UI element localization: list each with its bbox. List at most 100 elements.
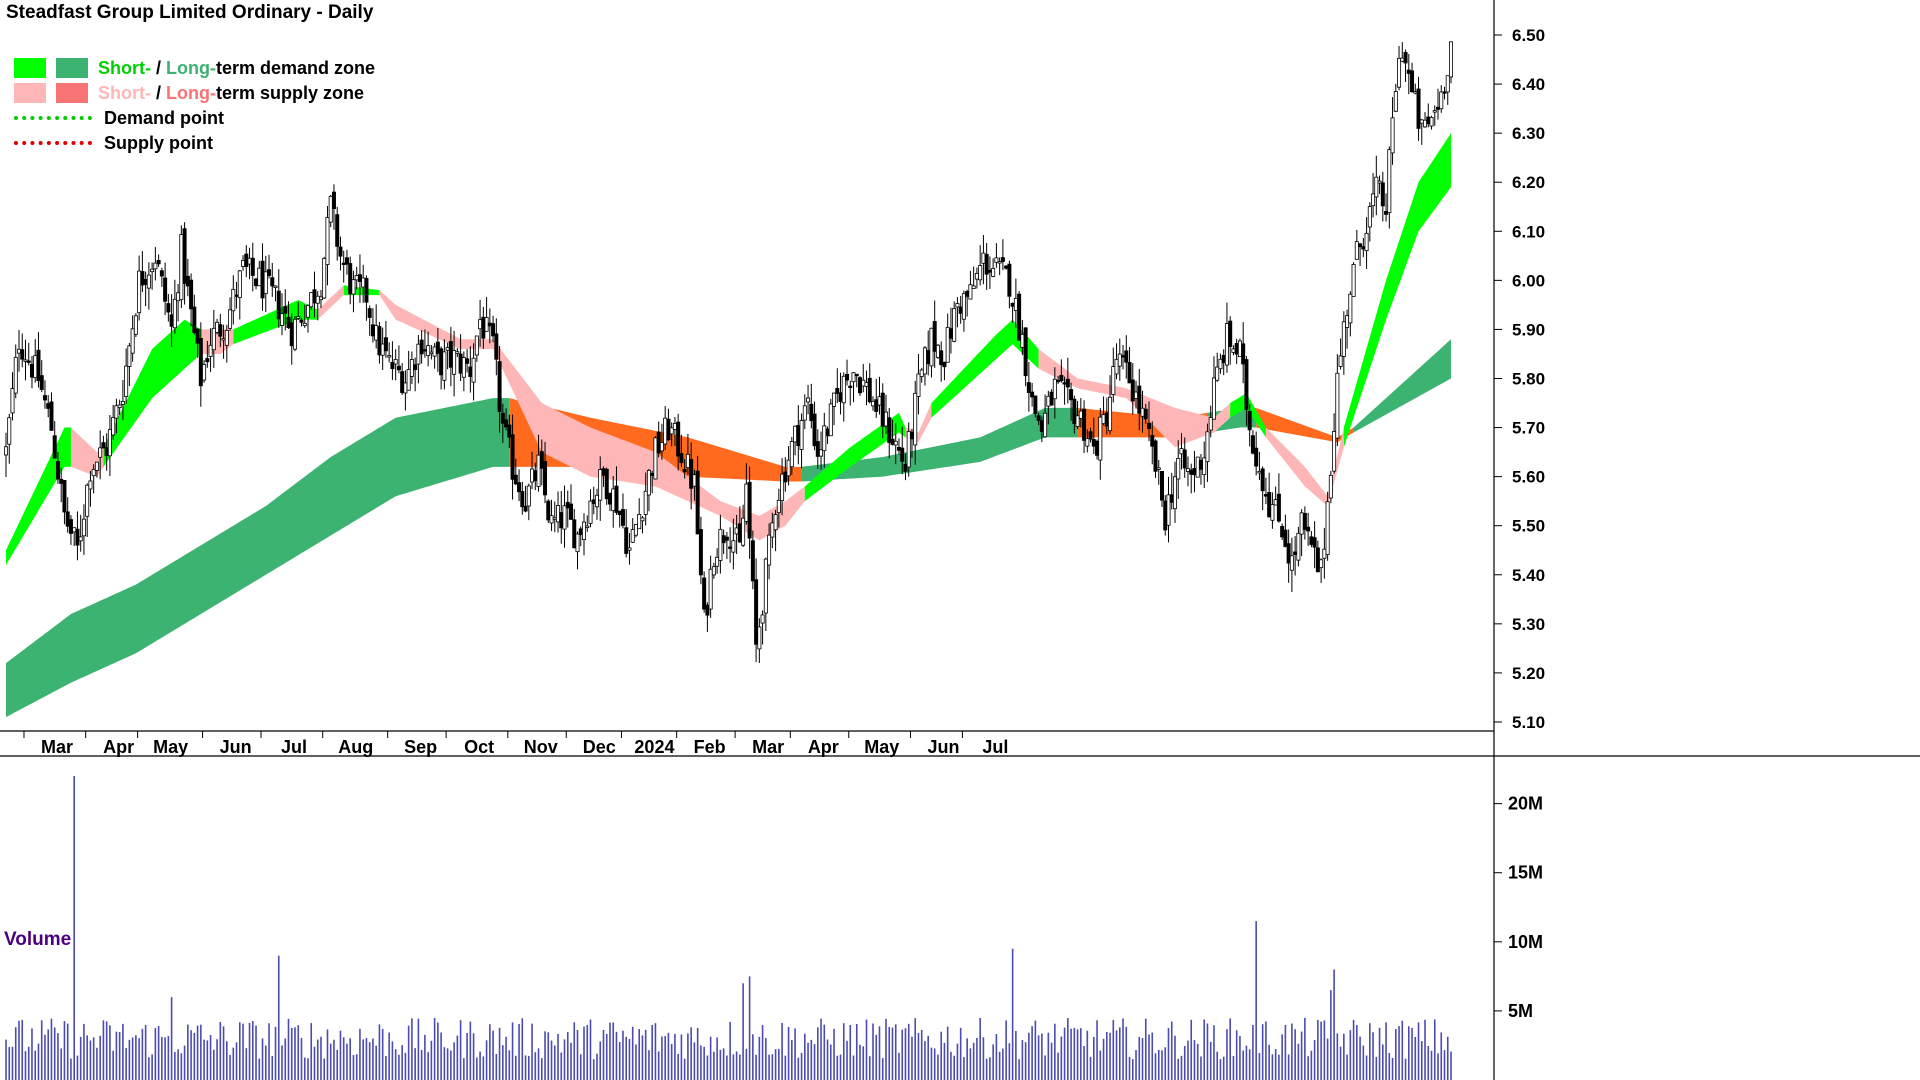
candle-down xyxy=(887,417,892,443)
candle-down xyxy=(1056,379,1061,383)
candle-down xyxy=(497,361,502,412)
candle-up xyxy=(1449,41,1454,78)
candle-up xyxy=(98,447,103,458)
candle-up xyxy=(78,536,83,542)
candle-down xyxy=(1072,398,1077,424)
candle-down xyxy=(1121,355,1126,358)
candle-up xyxy=(1325,501,1330,556)
candle-down xyxy=(848,385,853,388)
candle-up xyxy=(292,318,297,350)
candle-up xyxy=(871,401,876,407)
candle-down xyxy=(617,510,622,515)
candle-up xyxy=(1046,395,1051,407)
candle-up xyxy=(1345,315,1350,328)
candle-down xyxy=(419,339,424,355)
candle-up xyxy=(971,285,976,289)
candle-down xyxy=(1247,410,1252,431)
candle-down xyxy=(1059,374,1064,382)
candle-down xyxy=(29,363,34,378)
candle-up xyxy=(211,327,216,351)
candle-up xyxy=(309,292,314,308)
candle-down xyxy=(364,278,369,303)
candle-down xyxy=(20,349,25,360)
candle-down xyxy=(666,418,671,441)
candle-up xyxy=(780,473,785,502)
candle-up xyxy=(1111,366,1116,395)
candle-down xyxy=(218,324,223,337)
candle-down xyxy=(698,529,703,576)
price-tick-label: 5.20 xyxy=(1512,664,1545,683)
candle-up xyxy=(994,257,999,263)
candle-up xyxy=(1390,117,1395,154)
candle-up xyxy=(452,350,457,375)
candle-down xyxy=(65,511,70,527)
candle-down xyxy=(55,460,60,480)
legend-demand-rest: term demand zone xyxy=(216,57,376,78)
candle-up xyxy=(715,556,720,567)
candle-up xyxy=(387,355,392,358)
candle-up xyxy=(237,270,242,298)
candle-up xyxy=(763,558,768,614)
candle-down xyxy=(1082,408,1087,441)
candle-up xyxy=(864,382,869,387)
candle-down xyxy=(1267,492,1272,518)
legend-short-supply: Short- xyxy=(98,82,151,103)
candle-down xyxy=(650,472,655,477)
candle-down xyxy=(903,463,908,472)
candle-up xyxy=(1377,180,1382,184)
legend-long-demand: Long- xyxy=(166,57,216,78)
candle-down xyxy=(1403,51,1408,64)
candle-down xyxy=(270,277,275,287)
candle-down xyxy=(507,424,512,438)
candle-down xyxy=(1276,493,1281,522)
candle-down xyxy=(620,509,625,526)
candle-up xyxy=(137,270,142,314)
month-label: Jun xyxy=(220,737,252,757)
candle-down xyxy=(1182,449,1187,469)
legend-demand-point: Demand point xyxy=(14,105,375,130)
candle-down xyxy=(926,350,931,365)
candle-down xyxy=(335,214,340,247)
candle-down xyxy=(546,500,551,521)
candle-up xyxy=(445,347,450,351)
candle-down xyxy=(1000,257,1005,262)
candle-down xyxy=(796,424,801,447)
candle-down xyxy=(695,470,700,535)
candle-up xyxy=(1208,417,1213,431)
candle-down xyxy=(101,442,106,449)
candle-up xyxy=(305,305,310,318)
candle-up xyxy=(10,388,15,414)
candle-down xyxy=(390,362,395,370)
candle-down xyxy=(1302,512,1307,530)
candle-up xyxy=(630,529,635,543)
candle-up xyxy=(416,343,421,365)
candle-down xyxy=(289,322,294,347)
candle-up xyxy=(1231,348,1236,353)
candle-down xyxy=(42,395,47,401)
candle-up xyxy=(478,319,483,330)
candle-down xyxy=(156,260,161,265)
candle-up xyxy=(231,288,236,312)
candle-up xyxy=(257,267,262,287)
candle-down xyxy=(825,428,830,437)
candle-up xyxy=(1075,415,1080,427)
candle-up xyxy=(247,257,252,265)
candle-down xyxy=(396,365,401,371)
candle-down xyxy=(1049,391,1054,406)
candle-up xyxy=(1351,264,1356,297)
candle-down xyxy=(1150,435,1155,447)
candle-up xyxy=(598,469,603,501)
candle-down xyxy=(854,373,859,377)
candle-down xyxy=(413,364,418,371)
candle-down xyxy=(254,278,259,287)
candle-down xyxy=(59,478,64,484)
candle-down xyxy=(942,361,947,368)
legend-sep: / xyxy=(151,82,167,103)
long-supply-swatch xyxy=(56,83,88,104)
candle-up xyxy=(955,303,960,308)
candle-down xyxy=(52,435,57,459)
legend-long-supply: Long- xyxy=(166,82,216,103)
candle-down xyxy=(341,262,346,265)
candle-down xyxy=(783,471,788,483)
candle-up xyxy=(556,505,561,523)
